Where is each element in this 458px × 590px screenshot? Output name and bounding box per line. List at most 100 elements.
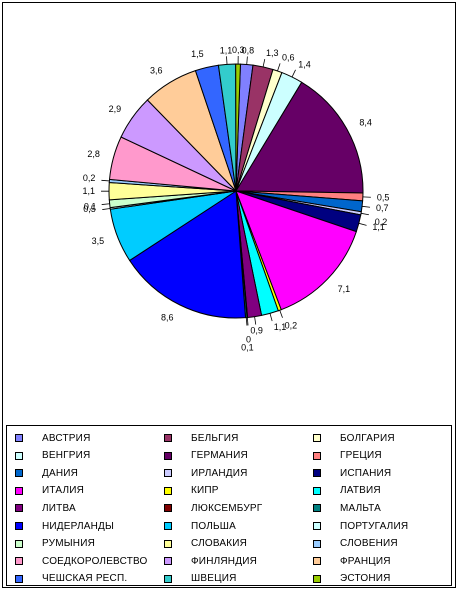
legend-swatch <box>313 522 321 530</box>
data-label: 3,6 <box>150 66 163 76</box>
legend-swatch <box>15 539 23 548</box>
legend-item: ЛАТВИЯ <box>313 482 381 500</box>
data-label: 1,3 <box>266 48 279 58</box>
pie-slice <box>235 81 364 194</box>
legend-item: ЛЮКСЕМБУРГ <box>164 499 262 517</box>
data-label: 1,4 <box>298 59 311 69</box>
legend-swatch <box>313 557 321 566</box>
legend-swatch <box>164 486 172 495</box>
legend-swatch <box>313 434 321 442</box>
data-label: 1,5 <box>191 49 204 59</box>
leader-line <box>360 212 369 216</box>
legend-swatch <box>15 504 23 513</box>
legend-item: ГЕРМАНИЯ <box>164 447 248 465</box>
legend-label: ГЕРМАНИЯ <box>191 450 248 462</box>
legend-label: ЧЕШСКАЯ РЕСП. <box>42 573 128 585</box>
legend-swatch <box>15 469 23 478</box>
legend-swatch <box>15 522 23 530</box>
legend-item: ПОРТУГАЛИЯ <box>313 517 408 535</box>
data-label: 0,2 <box>285 320 298 330</box>
legend-item: ИСПАНИЯ <box>313 464 391 482</box>
data-label: 1,1 <box>372 222 385 232</box>
legend-label: МАЛЬТА <box>340 502 381 514</box>
legend-swatch <box>15 557 23 566</box>
leader-line <box>246 56 248 65</box>
legend-label: ЛИТВА <box>42 502 76 514</box>
legend-item: ВЕНГРИЯ <box>15 447 90 465</box>
legend-item: АВСТРИЯ <box>15 429 91 447</box>
legend-item: ДАНИЯ <box>15 464 78 482</box>
pie-slice <box>128 190 247 319</box>
legend-item: ПОЛЬША <box>164 517 236 535</box>
leader-line <box>226 56 228 65</box>
legend-label: ВЕНГРИЯ <box>42 450 91 462</box>
legend-swatch <box>313 539 321 548</box>
legend-swatch <box>313 504 321 513</box>
legend: АВСТРИЯ БЕЛЬГИЯ БОЛГАРИЯ ВЕНГРИЯ ГЕРМАНИЯ ГРЕ… <box>6 425 452 586</box>
legend-label: ЭСТОНИЯ <box>340 573 391 585</box>
legend-swatch <box>164 539 172 548</box>
legend-swatch <box>15 434 23 442</box>
legend-label: ИТАЛИЯ <box>42 485 85 497</box>
legend-label: ДАНИЯ <box>42 467 79 479</box>
data-label: 0,1 <box>84 201 97 211</box>
legend-label: СЛОВАКИЯ <box>191 538 248 550</box>
legend-label: БЕЛЬГИЯ <box>191 432 239 444</box>
legend-item: БОЛГАРИЯ <box>313 429 395 447</box>
data-label: 0,8 <box>242 46 255 56</box>
data-label: 0,3 <box>232 45 245 55</box>
data-label: 0 <box>246 334 251 344</box>
data-label: 0,1 <box>241 343 254 353</box>
leader-line <box>291 69 296 78</box>
leader-line <box>102 208 111 210</box>
legend-swatch <box>164 574 172 583</box>
data-label: 8,4 <box>359 118 372 128</box>
legend-label: ГРЕЦИЯ <box>340 450 382 462</box>
legend-label: ИСПАНИЯ <box>340 467 392 479</box>
legend-swatch <box>164 557 172 566</box>
legend-label: РУМЫНИЯ <box>42 538 96 550</box>
leader-line <box>269 313 273 322</box>
leader-line <box>101 203 110 205</box>
legend-item: МАЛЬТА <box>313 499 381 517</box>
pie-slice <box>235 190 357 311</box>
legend-label: ФРАНЦИЯ <box>340 555 391 567</box>
legend-item: ЛИТВА <box>15 499 76 517</box>
data-label: 0,6 <box>282 53 295 63</box>
legend-item: СОЕДКОРОЛЕВСТВО <box>15 552 148 570</box>
legend-label: СОЕДКОРОЛЕВСТВО <box>42 555 148 567</box>
legend-swatch <box>313 574 321 583</box>
data-label: 0,2 <box>375 217 388 227</box>
legend-swatch <box>164 451 172 460</box>
data-label: 1,1 <box>82 186 95 196</box>
legend-item: НИДЕРЛАНДЫ <box>15 517 114 535</box>
legend-label: СЛОВЕНИЯ <box>340 538 398 550</box>
legend-item: ИРЛАНДИЯ <box>164 464 248 482</box>
legend-label: ПОЛЬША <box>191 520 237 532</box>
leader-line <box>246 317 249 326</box>
legend-item: ЭСТОНИЯ <box>313 570 391 588</box>
legend-label: ШВЕЦИЯ <box>191 573 237 585</box>
legend-swatch <box>164 469 172 478</box>
data-label: 0,2 <box>83 173 96 183</box>
leader-line <box>362 205 371 208</box>
legend-item: СЛОВЕНИЯ <box>313 535 398 553</box>
data-label: 1,1 <box>220 45 233 55</box>
legend-item: ШВЕЦИЯ <box>164 570 237 588</box>
data-label: 1,1 <box>274 322 287 332</box>
legend-label: АВСТРИЯ <box>42 432 91 444</box>
legend-item: ИТАЛИЯ <box>15 482 84 500</box>
leader-line <box>279 310 283 318</box>
leader-line <box>254 316 257 325</box>
legend-swatch <box>313 469 321 478</box>
legend-item: ЧЕШСКАЯ РЕСП. <box>15 570 127 588</box>
leader-line <box>358 222 367 226</box>
legend-label: КИПР <box>191 485 219 497</box>
legend-item: ФРАНЦИЯ <box>313 552 391 570</box>
data-label: 0,9 <box>250 325 263 335</box>
legend-item: СЛОВАКИЯ <box>164 535 247 553</box>
leader-line <box>262 59 266 68</box>
legend-swatch <box>313 451 321 460</box>
legend-label: ЛЮКСЕМБУРГ <box>191 502 263 514</box>
legend-item: БЕЛЬГИЯ <box>164 429 239 447</box>
